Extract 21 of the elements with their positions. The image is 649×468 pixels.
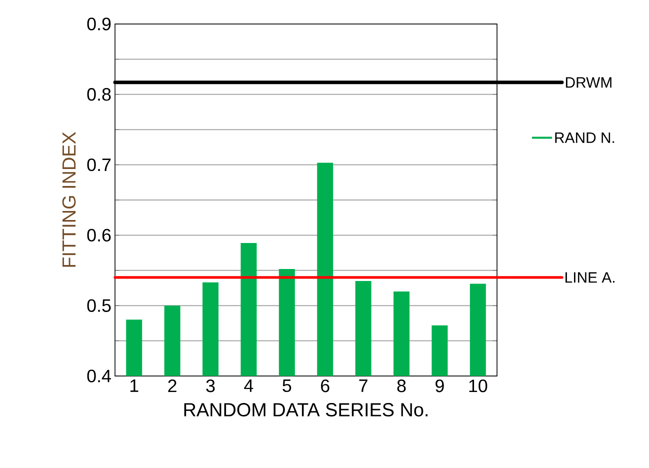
y-tick-label: 0.5: [87, 299, 111, 312]
x-tick-label: 3: [206, 380, 215, 392]
y-tick-label: 0.8: [87, 88, 111, 101]
ref-line-label: DRWM: [566, 77, 612, 88]
x-tick-label: 1: [130, 380, 138, 392]
x-tick-label: 9: [436, 380, 444, 392]
y-tick-label: 0.7: [87, 158, 111, 172]
x-tick-label: 7: [359, 380, 368, 392]
x-tick-label: 5: [282, 380, 292, 392]
y-axis-title: FITTING INDEX: [62, 132, 76, 267]
x-tick-label: 2: [168, 380, 176, 392]
x-tick-label: 4: [244, 380, 254, 392]
y-tick-label: 0.9: [87, 18, 111, 30]
x-axis-title: RANDOM DATA SERIES No.: [184, 403, 428, 416]
legend-label: RAND N.: [555, 132, 614, 143]
y-tick-label: 0.6: [87, 228, 111, 242]
ref-line-label: LINE A.: [566, 272, 614, 283]
x-tick-label: 6: [321, 380, 330, 392]
y-tick-label: 0.4: [87, 370, 111, 382]
x-tick-label: 8: [397, 380, 406, 392]
x-tick-label: 10: [469, 380, 488, 392]
